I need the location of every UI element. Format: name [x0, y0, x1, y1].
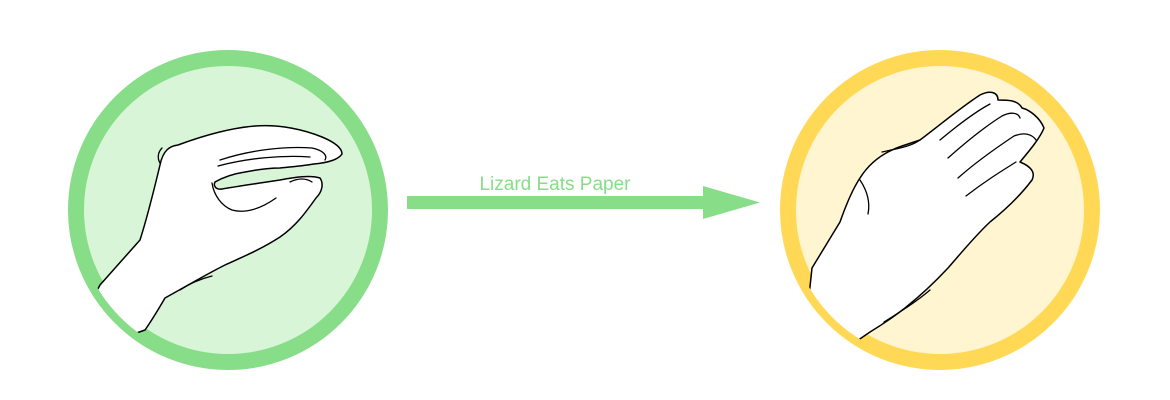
paper-hand-icon [799, 91, 1045, 362]
lizard-hand-icon [76, 124, 343, 361]
relation-arrow [407, 186, 760, 219]
arrow-head [703, 186, 760, 219]
relation-label: Lizard Eats Paper [479, 174, 631, 195]
paper-node [780, 50, 1100, 370]
lizard-node [68, 50, 388, 370]
arrow-shaft [407, 196, 707, 209]
